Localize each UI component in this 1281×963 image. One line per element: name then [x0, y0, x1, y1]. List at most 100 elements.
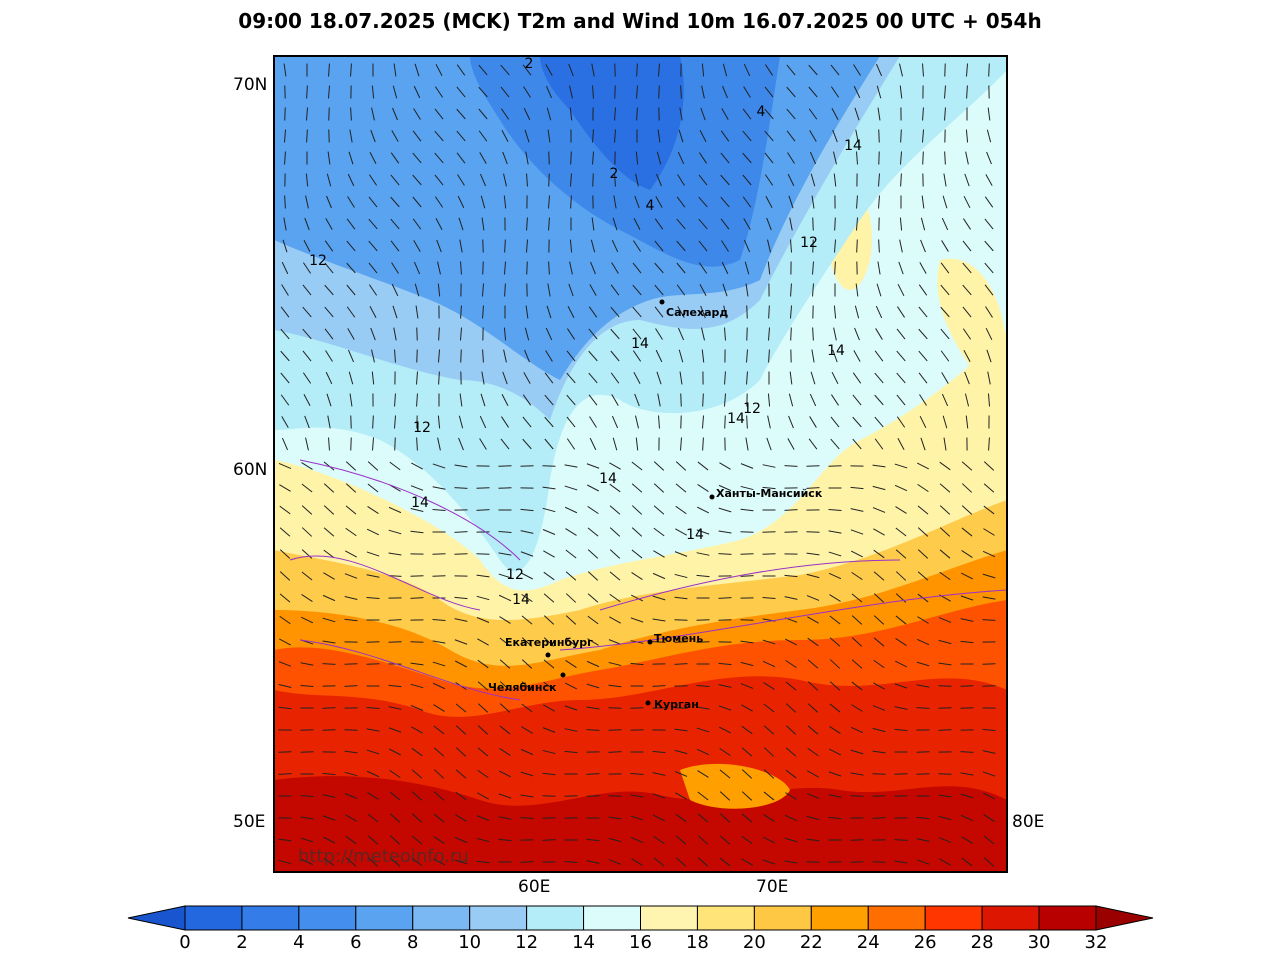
wind-barb: [653, 483, 665, 493]
wind-barb: [807, 747, 819, 757]
wind-barb: [300, 662, 314, 666]
colorbar-tick-label: 2: [236, 932, 247, 953]
wind-barb: [652, 793, 666, 799]
wind-barb: [300, 837, 314, 843]
wind-barb: [745, 437, 749, 451]
wind-barb: [784, 465, 798, 467]
wind-barb: [587, 505, 599, 515]
wind-barb: [789, 371, 793, 385]
wind-barb: [366, 574, 380, 578]
wind-barb: [503, 195, 507, 209]
wind-barb: [631, 549, 643, 559]
wind-barb: [476, 574, 490, 578]
wind-barb: [542, 465, 556, 467]
wind-barb: [964, 173, 970, 187]
wind-barb: [437, 437, 441, 451]
wind-barb: [482, 349, 484, 363]
wind-barb: [701, 63, 705, 77]
contour-label: 12: [800, 235, 818, 251]
wind-barb: [652, 641, 666, 643]
wind-barb: [944, 151, 946, 165]
contour-label: 14: [411, 495, 429, 511]
wind-barb: [586, 463, 600, 469]
wind-barb: [741, 704, 753, 712]
wind-barb: [810, 371, 816, 385]
wind-barb: [763, 813, 775, 823]
wind-barb: [389, 857, 401, 867]
wind-barb: [873, 682, 885, 690]
wind-barb: [390, 174, 400, 186]
wind-barb: [520, 817, 534, 819]
wind-barb: [586, 838, 600, 842]
wind-barb: [812, 261, 814, 275]
wind-barb: [345, 483, 357, 493]
wind-barb: [544, 394, 554, 406]
wind-barb: [548, 195, 550, 209]
wind-barb: [477, 638, 489, 646]
wind-barb: [586, 860, 600, 864]
wind-barb: [918, 306, 928, 318]
wind-barb: [344, 685, 358, 687]
colorbar-tick-label: 26: [914, 932, 937, 953]
wind-barb: [807, 681, 819, 691]
wind-barb: [542, 772, 556, 776]
wind-barb: [722, 283, 728, 297]
wind-barb: [657, 393, 661, 407]
wind-barb: [721, 240, 729, 252]
wind-barb: [545, 64, 553, 76]
wind-barb: [832, 129, 838, 143]
wind-barb: [940, 350, 950, 362]
wind-barb: [590, 261, 596, 275]
wind-barb: [808, 438, 818, 450]
wind-barb: [874, 438, 884, 450]
wind-barb: [367, 483, 379, 493]
wind-barb: [547, 283, 551, 297]
wind-barb: [895, 615, 907, 625]
wind-barb: [653, 461, 665, 471]
wind-barb: [828, 465, 842, 467]
wind-barb: [410, 485, 424, 491]
wind-barb: [367, 506, 379, 514]
wind-barb: [542, 507, 556, 513]
wind-barb: [542, 529, 556, 535]
wind-barb: [854, 327, 860, 341]
wind-barb: [941, 372, 949, 384]
wind-barb: [654, 218, 664, 230]
wind-barb: [323, 527, 335, 537]
wind-barb: [850, 861, 864, 863]
wind-barb: [700, 107, 706, 121]
wind-barb: [896, 416, 906, 428]
wind-barb: [324, 240, 334, 252]
wind-barb: [652, 750, 666, 754]
wind-barb: [544, 416, 554, 428]
wind-barb: [371, 371, 375, 385]
wind-barb: [548, 217, 550, 231]
wind-barb: [718, 726, 732, 734]
wind-barb: [762, 486, 776, 490]
wind-barb: [896, 394, 906, 406]
wind-barb: [503, 261, 507, 275]
wind-barb: [499, 748, 511, 756]
wind-barb: [301, 505, 313, 515]
wind-barb: [432, 661, 446, 667]
colorbar-tick-label: 24: [857, 932, 880, 953]
wind-barb: [960, 814, 974, 822]
wind-barb: [918, 350, 928, 362]
wind-barb: [608, 795, 622, 797]
wind-barb: [630, 773, 644, 775]
wind-barb: [432, 682, 446, 690]
wind-barb: [787, 438, 795, 450]
wind-barb: [279, 527, 291, 537]
wind-barb: [635, 415, 639, 429]
wind-barb: [325, 350, 333, 362]
city-label: Екатеринбург: [505, 636, 593, 649]
wind-barb: [328, 85, 330, 99]
wind-barb: [831, 108, 839, 120]
wind-barb: [698, 196, 708, 208]
wind-barb: [394, 349, 396, 363]
wind-barb: [718, 662, 732, 666]
wind-barb: [587, 638, 599, 646]
colorbar-tick-label: 28: [971, 932, 994, 953]
wind-barb: [479, 415, 487, 429]
wind-barb: [586, 683, 600, 689]
